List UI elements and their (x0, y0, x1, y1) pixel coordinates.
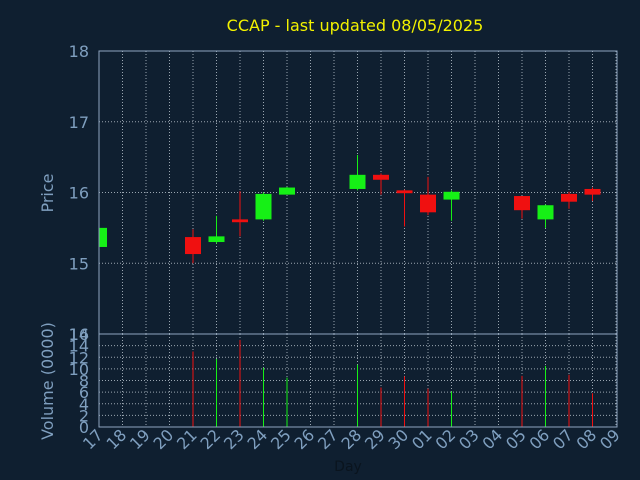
price-y-tick-labels: 14 15 16 17 18 (69, 42, 89, 344)
candle-body (99, 227, 107, 247)
candle-body (584, 188, 601, 195)
price-panel: 14 15 16 17 18 Price (38, 42, 618, 344)
candle-body (185, 237, 201, 255)
candle-body (373, 174, 389, 180)
candle-body (208, 236, 225, 243)
volume-plot-frame (98, 333, 618, 428)
candle-body (255, 193, 272, 220)
volume-y-tick-label: 8 (79, 372, 89, 391)
candle-body (443, 191, 460, 200)
volume-y-tick-label: 10 (69, 360, 89, 379)
candle-body (396, 190, 413, 194)
price-y-tick-label: 14 (69, 325, 89, 344)
candle-body (537, 205, 554, 220)
volume-axis-label: Volume (0000) (38, 322, 57, 440)
price-y-tick-label: 17 (69, 113, 89, 132)
volume-y-tick-label: 0 (79, 418, 89, 437)
candle-body (349, 174, 366, 189)
price-y-tick-label: 15 (69, 254, 89, 273)
volume-y-tick-label: 12 (69, 348, 89, 367)
candle-body (420, 194, 436, 213)
x-tick-labels: 1718192021222324252627282930010203040506… (79, 425, 624, 453)
volume-y-tick-label: 16 (69, 325, 89, 344)
candle-body (514, 196, 530, 211)
volume-y-tick-label: 6 (79, 383, 89, 402)
volume-y-tick-label: 4 (79, 395, 89, 414)
price-candles (98, 155, 601, 264)
chart-title: CCAP - last updated 08/05/2025 (227, 16, 484, 35)
price-axis-label: Price (38, 173, 57, 212)
volume-y-tick-label: 2 (79, 406, 89, 425)
price-y-tick-label: 18 (69, 42, 89, 61)
x-axis-label: Day (334, 459, 362, 475)
candle-body (279, 187, 295, 195)
volume-y-tick-label: 14 (69, 337, 89, 356)
candle-body (561, 193, 577, 202)
candle-body (232, 219, 248, 223)
price-y-tick-label: 16 (69, 184, 89, 203)
volume-bars (192, 339, 593, 427)
